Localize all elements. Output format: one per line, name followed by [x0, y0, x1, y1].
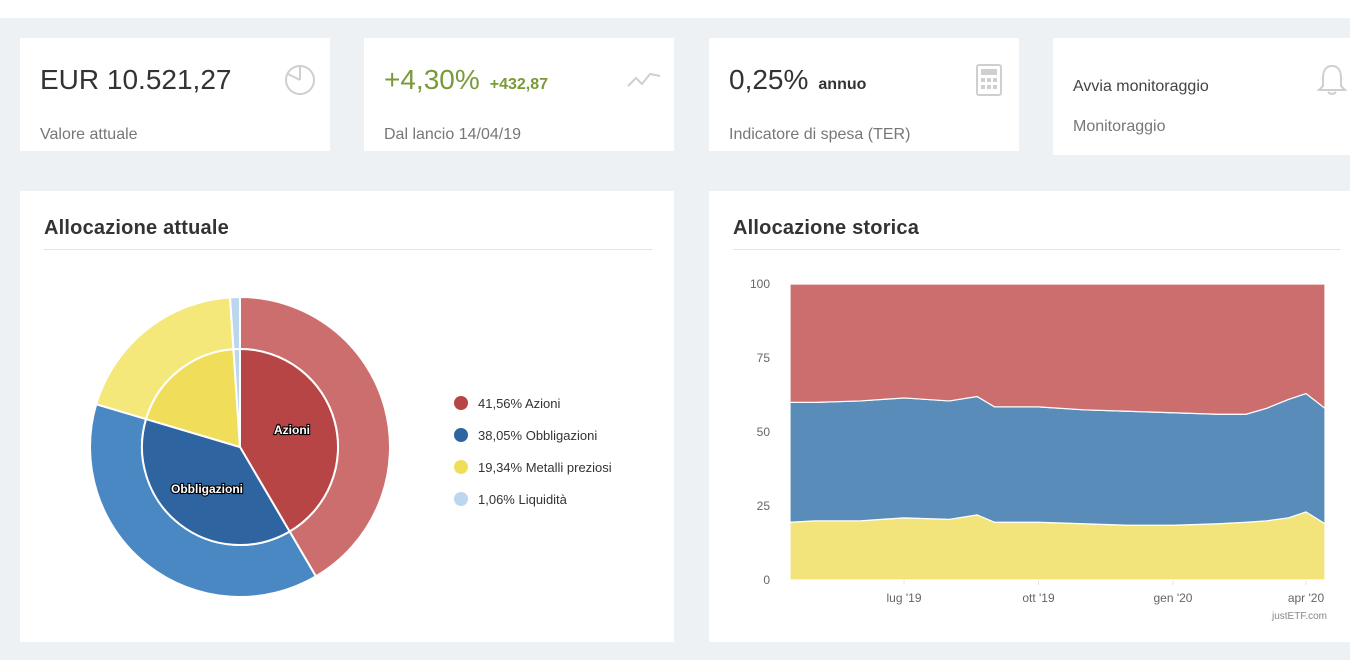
historical-allocation-panel: Allocazione storica 0 25 50 75 100 lug '19 ott… [709, 191, 1350, 642]
y-tick-label: 100 [750, 277, 770, 291]
legend-dot-metalli [454, 460, 468, 474]
allocation-pie-chart: Azioni Obbligazioni [89, 295, 391, 598]
legend-dot-obbligazioni [454, 428, 468, 442]
monitoring-label: Monitoraggio [1073, 118, 1166, 135]
legend-item-obbligazioni[interactable]: 38,05% Obbligazioni [454, 419, 612, 451]
legend-label-metalli: 19,34% Metalli preziosi [478, 459, 612, 475]
bell-icon[interactable] [1314, 62, 1350, 98]
pie-inner-slice-liquidita[interactable] [232, 347, 241, 448]
ter-label: Indicatore di spesa (TER) [729, 126, 911, 143]
calculator-icon [976, 64, 1002, 96]
historical-area-chart: 0 25 50 75 100 lug '19 ott '19 gen '20 apr '20 j… [750, 277, 1327, 622]
y-tick-label: 0 [763, 573, 770, 587]
x-tick-label: lug '19 [887, 591, 922, 605]
ter-value: 0,25% annuo [729, 64, 866, 96]
legend-dot-liquidita [454, 492, 468, 506]
panel-divider [733, 249, 1340, 250]
pie-inner-slice-azioni[interactable] [239, 347, 339, 533]
panel-divider [44, 249, 652, 250]
portfolio-value-card: EUR 10.521,27 Valore attuale [20, 38, 330, 151]
performance-label: Dal lancio 14/04/19 [384, 126, 521, 143]
legend-label-azioni: 41,56% Azioni [478, 395, 561, 411]
allocation-legend: 41,56% Azioni 38,05% Obbligazioni 19,34%… [454, 387, 612, 515]
pie-label-obbligazioni: Obbligazioni [171, 482, 243, 496]
x-tick-label: ott '19 [1022, 591, 1055, 605]
pie-inner-slice-metalli[interactable] [144, 348, 242, 449]
x-tick-label: apr '20 [1288, 591, 1325, 605]
performance-absolute: +432,87 [489, 76, 549, 93]
legend-label-obbligazioni: 38,05% Obbligazioni [478, 427, 598, 443]
portfolio-value-label: Valore attuale [40, 126, 138, 143]
performance-value: +4,30% +432,87 [384, 64, 548, 96]
legend-item-azioni[interactable]: 41,56% Azioni [454, 387, 612, 419]
legend-item-metalli[interactable]: 19,34% Metalli preziosi [454, 451, 612, 483]
ter-unit: annuo [818, 76, 867, 93]
portfolio-value: EUR 10.521,27 [40, 64, 232, 95]
historical-allocation-title: Allocazione storica [733, 217, 920, 239]
performance-percent: +4,30% [384, 64, 480, 95]
start-monitoring-link[interactable]: Avvia monitoraggio [1073, 78, 1209, 95]
pie-chart-icon [285, 65, 315, 95]
area-series-azioni[interactable] [789, 283, 1326, 415]
legend-label-liquidita: 1,06% Liquidità [478, 491, 567, 507]
monitoring-card[interactable]: Avvia monitoraggio Monitoraggio [1053, 38, 1350, 155]
chart-credit: justETF.com [1271, 611, 1327, 622]
pie-label-azioni: Azioni [274, 423, 310, 437]
y-tick-label: 25 [757, 499, 771, 513]
ter-card: 0,25% annuo Indicatore di spesa (TER) [709, 38, 1019, 151]
y-tick-label: 75 [757, 351, 771, 365]
trend-line-icon [627, 72, 661, 87]
legend-dot-azioni [454, 396, 468, 410]
legend-item-liquidita[interactable]: 1,06% Liquidità [454, 483, 612, 515]
ter-percent: 0,25% [729, 64, 809, 95]
current-allocation-panel: Allocazione attuale Azioni Obbligazioni … [20, 191, 674, 642]
current-allocation-title: Allocazione attuale [44, 217, 229, 239]
y-tick-label: 50 [757, 425, 771, 439]
x-tick-label: gen '20 [1153, 591, 1192, 605]
performance-card: +4,30% +432,87 Dal lancio 14/04/19 [364, 38, 674, 151]
pie-inner-slice-obbligazioni[interactable] [141, 417, 291, 546]
